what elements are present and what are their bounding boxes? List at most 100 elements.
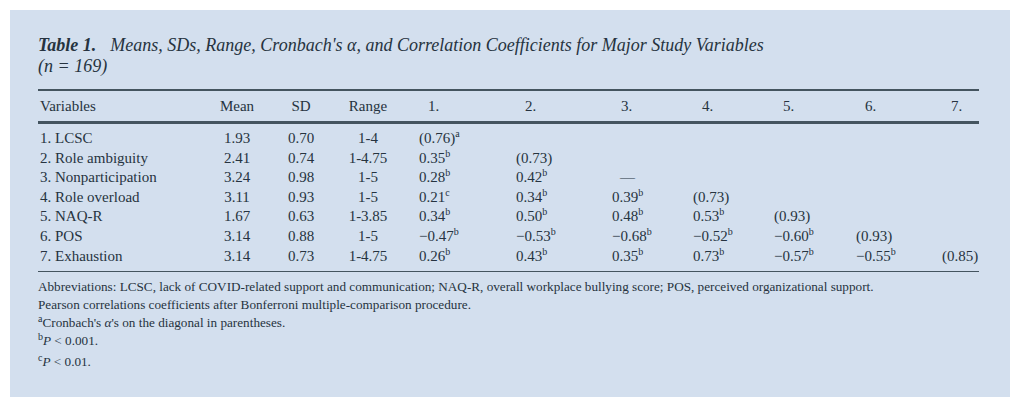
sd-value: 0.73 <box>278 246 324 266</box>
corr-cell: (0.85) <box>935 246 979 266</box>
corr-cell <box>935 123 979 149</box>
sd-value: 0.98 <box>278 168 324 188</box>
variable-name: 5. NAQ-R <box>38 207 196 227</box>
variable-name: 1. LCSC <box>38 123 196 149</box>
col-header-4: 4. <box>686 91 767 123</box>
corr-cell: (0.93) <box>767 207 849 227</box>
corr-cell: 0.21c <box>412 187 509 207</box>
corr-cell <box>509 123 605 149</box>
corr-cell: (0.93) <box>849 227 935 247</box>
corr-cell <box>935 187 979 207</box>
sd-value: 0.93 <box>278 187 324 207</box>
footnote-pearson: Pearson correlations coefficients after … <box>38 296 979 314</box>
range-value: 1-4.75 <box>324 148 412 168</box>
corr-cell <box>686 148 767 168</box>
footnote-b: bP < 0.001. <box>38 332 979 350</box>
mean-value: 3.14 <box>196 246 278 266</box>
sd-value: 0.70 <box>278 123 324 149</box>
corr-cell <box>935 227 979 247</box>
corr-cell: −0.53b <box>509 227 605 247</box>
mean-value: 2.41 <box>196 148 278 168</box>
sample-size: (n = 169) <box>38 56 107 76</box>
corr-cell <box>849 168 935 188</box>
mean-value: 3.24 <box>196 168 278 188</box>
footnotes: Abbreviations: LCSC, lack of COVID-relat… <box>38 278 979 371</box>
corr-cell: 0.43b <box>509 246 605 266</box>
col-header-mean: Mean <box>196 91 278 123</box>
corr-cell <box>849 123 935 149</box>
range-value: 1-5 <box>324 187 412 207</box>
corr-cell <box>686 168 767 188</box>
variable-name: 4. Role overload <box>38 187 196 207</box>
table-row: 3. Nonparticipation 3.24 0.98 1-5 0.28b … <box>38 168 979 188</box>
corr-cell <box>767 187 849 207</box>
range-value: 1-4 <box>324 123 412 149</box>
corr-cell <box>605 148 686 168</box>
corr-cell: 0.28b <box>412 168 509 188</box>
col-header-variables: Variables <box>38 91 196 123</box>
corr-cell: (0.76)a <box>412 123 509 149</box>
footnote-c: cP < 0.01. <box>38 353 979 371</box>
table-row: 4. Role overload 3.11 0.93 1-5 0.21c 0.3… <box>38 187 979 207</box>
range-value: 1-4.75 <box>324 246 412 266</box>
col-header-5: 5. <box>767 91 849 123</box>
corr-cell: (0.73) <box>686 187 767 207</box>
corr-cell: −0.52b <box>686 227 767 247</box>
col-header-6: 6. <box>849 91 935 123</box>
corr-cell <box>935 168 979 188</box>
table-row: 1. LCSC 1.93 0.70 1-4 (0.76)a <box>38 123 979 149</box>
corr-cell: 0.73b <box>686 246 767 266</box>
variable-name: 6. POS <box>38 227 196 247</box>
corr-cell: 0.48b <box>605 207 686 227</box>
corr-cell <box>935 148 979 168</box>
corr-cell <box>849 148 935 168</box>
range-value: 1-5 <box>324 227 412 247</box>
table-row: 6. POS 3.14 0.88 1-5 −0.47b −0.53b −0.68… <box>38 227 979 247</box>
table-row: 5. NAQ-R 1.67 0.63 1-3.85 0.34b 0.50b 0.… <box>38 207 979 227</box>
corr-cell <box>849 187 935 207</box>
corr-cell: −0.68b <box>605 227 686 247</box>
corr-cell: −0.57b <box>767 246 849 266</box>
corr-cell: 0.34b <box>509 187 605 207</box>
corr-cell: 0.34b <box>412 207 509 227</box>
mean-value: 3.11 <box>196 187 278 207</box>
corr-cell <box>767 123 849 149</box>
col-header-3: 3. <box>605 91 686 123</box>
corr-cell <box>849 207 935 227</box>
corr-cell <box>767 168 849 188</box>
corr-cell <box>605 123 686 149</box>
corr-cell: 0.42b <box>509 168 605 188</box>
footnote-abbreviations: Abbreviations: LCSC, lack of COVID-relat… <box>38 278 979 296</box>
variable-name: 7. Exhaustion <box>38 246 196 266</box>
variable-name: 2. Role ambiguity <box>38 148 196 168</box>
sd-value: 0.88 <box>278 227 324 247</box>
table-row: 7. Exhaustion 3.14 0.73 1-4.75 0.26b 0.4… <box>38 246 979 266</box>
col-header-range: Range <box>324 91 412 123</box>
corr-cell: −0.47b <box>412 227 509 247</box>
corr-cell: 0.35b <box>412 148 509 168</box>
footnote-a: aCronbach's α's on the diagonal in paren… <box>38 314 979 332</box>
range-value: 1-3.85 <box>324 207 412 227</box>
corr-cell: −0.60b <box>767 227 849 247</box>
corr-cell: 0.50b <box>509 207 605 227</box>
table-row: 2. Role ambiguity 2.41 0.74 1-4.75 0.35b… <box>38 148 979 168</box>
mean-value: 3.14 <box>196 227 278 247</box>
corr-cell: 0.53b <box>686 207 767 227</box>
table-title: Table 1. Means, SDs, Range, Cronbach's α,… <box>38 10 979 77</box>
col-header-1: 1. <box>412 91 509 123</box>
table-number-label: Table 1. <box>38 35 96 55</box>
rule-above-footnotes <box>38 271 979 272</box>
header-row: Variables Mean SD Range 1. 2. 3. 4. 5. 6… <box>38 91 979 123</box>
mean-value: 1.93 <box>196 123 278 149</box>
corr-cell: 0.26b <box>412 246 509 266</box>
corr-cell-dash: — <box>605 168 686 188</box>
corr-cell: 0.39b <box>605 187 686 207</box>
corr-cell: −0.55b <box>849 246 935 266</box>
variable-name: 3. Nonparticipation <box>38 168 196 188</box>
corr-cell: 0.35b <box>605 246 686 266</box>
sd-value: 0.63 <box>278 207 324 227</box>
mean-value: 1.67 <box>196 207 278 227</box>
table-title-text: Means, SDs, Range, Cronbach's α, and Cor… <box>110 35 763 55</box>
corr-cell: (0.73) <box>509 148 605 168</box>
corr-cell <box>767 148 849 168</box>
